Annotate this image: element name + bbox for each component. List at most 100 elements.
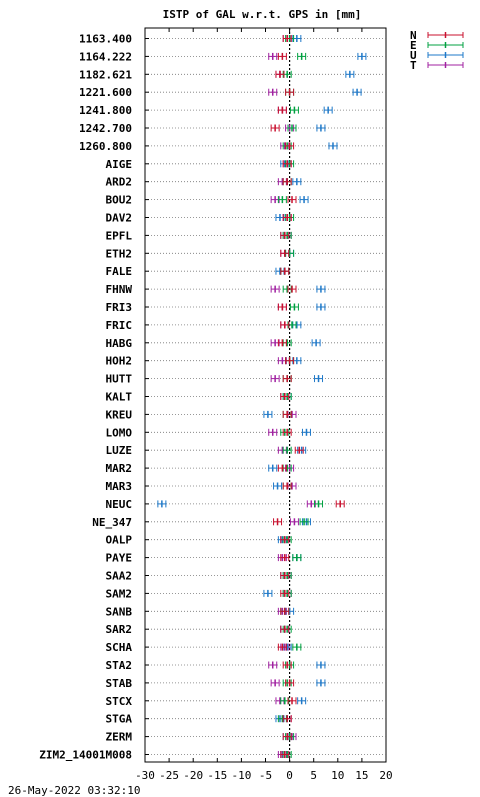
y-tick-label: ZIM2_14001M008 (39, 749, 132, 762)
point-t (270, 375, 280, 383)
point-n (277, 464, 287, 472)
y-tick-label: OALP (106, 534, 133, 547)
point-t (270, 285, 280, 293)
point-e (299, 518, 309, 526)
series-n (270, 35, 345, 758)
plot-frame (144, 27, 387, 763)
y-tick-label: SCHA (106, 641, 133, 654)
point-t (268, 428, 278, 436)
point-n (287, 697, 297, 705)
point-u (316, 124, 326, 132)
point-n (282, 428, 292, 436)
chart-title: ISTP of GAL w.r.t. GPS in [mm] (163, 8, 362, 21)
legend-label: E (410, 39, 417, 52)
point-u (316, 285, 326, 293)
y-tick-label: AIGE (106, 158, 133, 171)
y-tick-label: FHNW (106, 283, 133, 296)
point-n (282, 715, 292, 723)
legend-label: U (410, 49, 417, 62)
point-e (282, 446, 292, 454)
y-tick-label: STA2 (106, 659, 133, 672)
x-tick-label: 5 (310, 769, 317, 782)
point-n (280, 321, 290, 329)
x-tick-label: -5 (259, 769, 272, 782)
point-n (273, 518, 283, 526)
point-u (316, 303, 326, 311)
point-e (287, 124, 297, 132)
point-u (357, 52, 367, 60)
y-tick-label: 1164.222 (79, 50, 132, 63)
point-n (282, 375, 292, 383)
point-n (282, 178, 292, 186)
x-tick-label: -15 (207, 769, 227, 782)
point-n (285, 88, 295, 96)
y-tick-label: HABG (106, 337, 133, 350)
point-n (287, 285, 297, 293)
y-tick-label: BOU2 (106, 194, 133, 207)
point-u (299, 196, 309, 204)
point-e (289, 303, 299, 311)
point-n (277, 643, 287, 651)
point-u (314, 375, 324, 383)
x-tick-label: -20 (183, 769, 203, 782)
point-u (157, 500, 167, 508)
point-n (282, 733, 292, 741)
point-n (280, 607, 290, 615)
point-u (316, 661, 326, 669)
grid (144, 27, 387, 763)
legend-label: T (410, 59, 417, 72)
point-n (280, 231, 290, 239)
point-n (282, 482, 292, 490)
y-tick-label: ARD2 (106, 176, 133, 189)
point-n (285, 679, 295, 687)
y-tick-label: MAR3 (106, 480, 133, 493)
point-n (270, 124, 280, 132)
point-n (285, 357, 295, 365)
point-n (275, 70, 285, 78)
y-tick-label: ZERM (106, 731, 133, 744)
point-n (285, 142, 295, 150)
point-e (282, 70, 292, 78)
point-e (297, 52, 307, 60)
point-n (277, 52, 287, 60)
y-tick-label: 1182.621 (79, 68, 132, 81)
point-e (292, 554, 302, 562)
point-n (277, 339, 287, 347)
x-tick-label: 20 (379, 769, 392, 782)
point-n (282, 410, 292, 418)
point-t (306, 500, 316, 508)
point-u (268, 464, 278, 472)
point-e (314, 500, 324, 508)
point-e (292, 643, 302, 651)
point-t (268, 661, 278, 669)
point-u (311, 339, 321, 347)
point-u (323, 106, 333, 114)
y-tick-label: 1260.800 (79, 140, 132, 153)
point-n (280, 554, 290, 562)
point-u (273, 482, 283, 490)
point-n (282, 661, 292, 669)
y-tick-label: 1221.600 (79, 86, 132, 99)
point-u (297, 697, 307, 705)
y-tick-label: LUZE (106, 444, 133, 457)
point-n (282, 35, 292, 42)
y-tick-label: HUTT (106, 373, 133, 386)
timestamp: 26-May-2022 03:32:10 (8, 784, 140, 797)
point-e (277, 196, 287, 204)
y-tick-label: 1163.400 (79, 33, 132, 46)
point-t (268, 88, 278, 96)
point-n (280, 625, 290, 633)
y-tick-label: 1242.700 (79, 122, 132, 135)
point-t (270, 339, 280, 347)
point-t (289, 518, 299, 526)
point-n (335, 500, 345, 508)
point-u (316, 679, 326, 687)
y-tick-label: STGA (106, 713, 133, 726)
point-n (280, 267, 290, 275)
x-tick-label: 15 (355, 769, 368, 782)
point-t (277, 446, 287, 454)
point-n (277, 303, 287, 311)
point-n (280, 572, 290, 579)
y-tick-label: FRIC (106, 319, 133, 332)
